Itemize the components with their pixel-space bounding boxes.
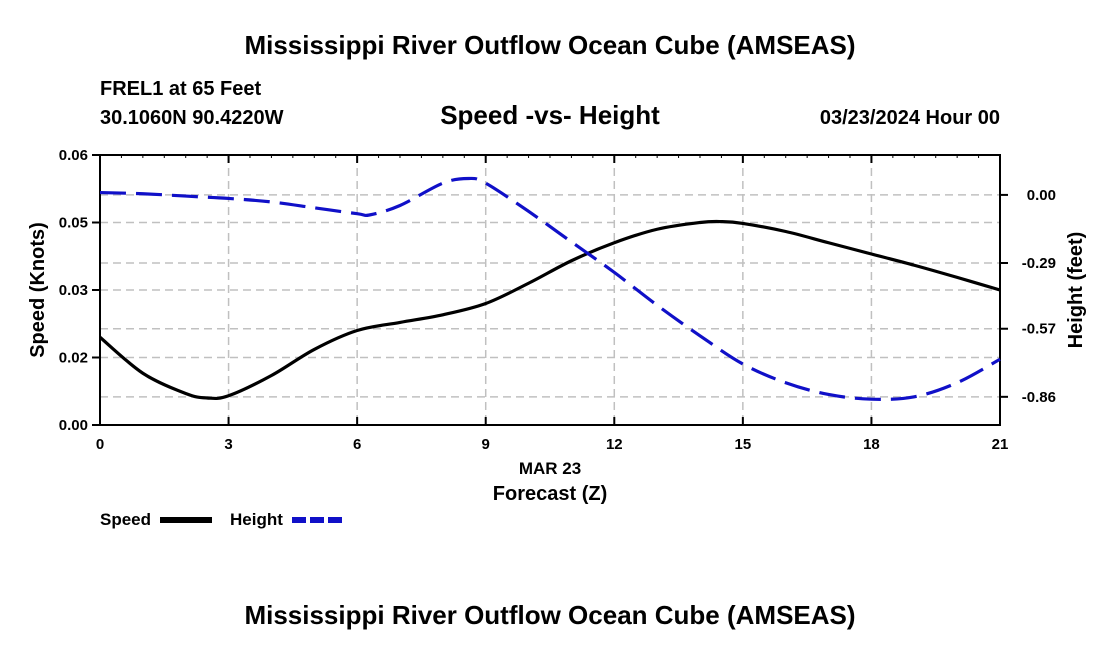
x-tick-label: 12 [606, 436, 623, 453]
y-right-tick-label: -0.57 [1022, 321, 1056, 338]
station-label: FREL1 at 65 Feet [100, 78, 262, 100]
x-axis-label: Forecast (Z) [493, 483, 607, 505]
x-tick-label: 15 [735, 436, 752, 453]
y-right-tick-label: -0.86 [1022, 389, 1056, 406]
y-axis-right-label: Height (feet) [1065, 232, 1087, 349]
x-tick-label: 18 [863, 436, 880, 453]
x-tick-label: 9 [482, 436, 490, 453]
legend-height-label: Height [230, 510, 283, 529]
x-date-label: MAR 23 [519, 459, 581, 478]
timestamp-label: 03/23/2024 Hour 00 [820, 107, 1000, 129]
chart-subtitle: Speed -vs- Height [440, 100, 660, 130]
grid-lines [100, 155, 1000, 425]
series-height-line [99, 176, 1001, 401]
series-speed-line [98, 219, 1001, 401]
location-label: 30.1060N 90.4220W [100, 107, 284, 129]
y-left-tick-label: 0.02 [59, 350, 88, 367]
x-tick-label: 3 [224, 436, 232, 453]
y-left-tick-label: 0.05 [59, 215, 88, 232]
series-lines [98, 176, 1001, 401]
y-right-tick-label: -0.29 [1022, 255, 1056, 272]
x-tick-label: 0 [96, 436, 104, 453]
legend: Speed Height [100, 510, 344, 529]
y-axis-left-label: Speed (Knots) [27, 222, 49, 358]
y-left-tick-label: 0.00 [59, 417, 88, 434]
y-left-tick-label: 0.06 [59, 147, 88, 164]
y-left-tick-label: 0.03 [59, 282, 88, 299]
axis-ticks: 0 3 6 9 12 15 18 21 0.00 0.02 0.03 0.05 0.06 0.00 -0.2… [59, 147, 1056, 453]
legend-speed-label: Speed [100, 510, 151, 529]
footer-title: Mississippi River Outflow Ocean Cube (AM… [244, 600, 855, 630]
x-tick-label: 21 [992, 436, 1009, 453]
chart-title: Mississippi River Outflow Ocean Cube (AM… [244, 30, 855, 60]
y-right-tick-label: 0.00 [1027, 187, 1056, 204]
x-tick-label: 6 [353, 436, 361, 453]
